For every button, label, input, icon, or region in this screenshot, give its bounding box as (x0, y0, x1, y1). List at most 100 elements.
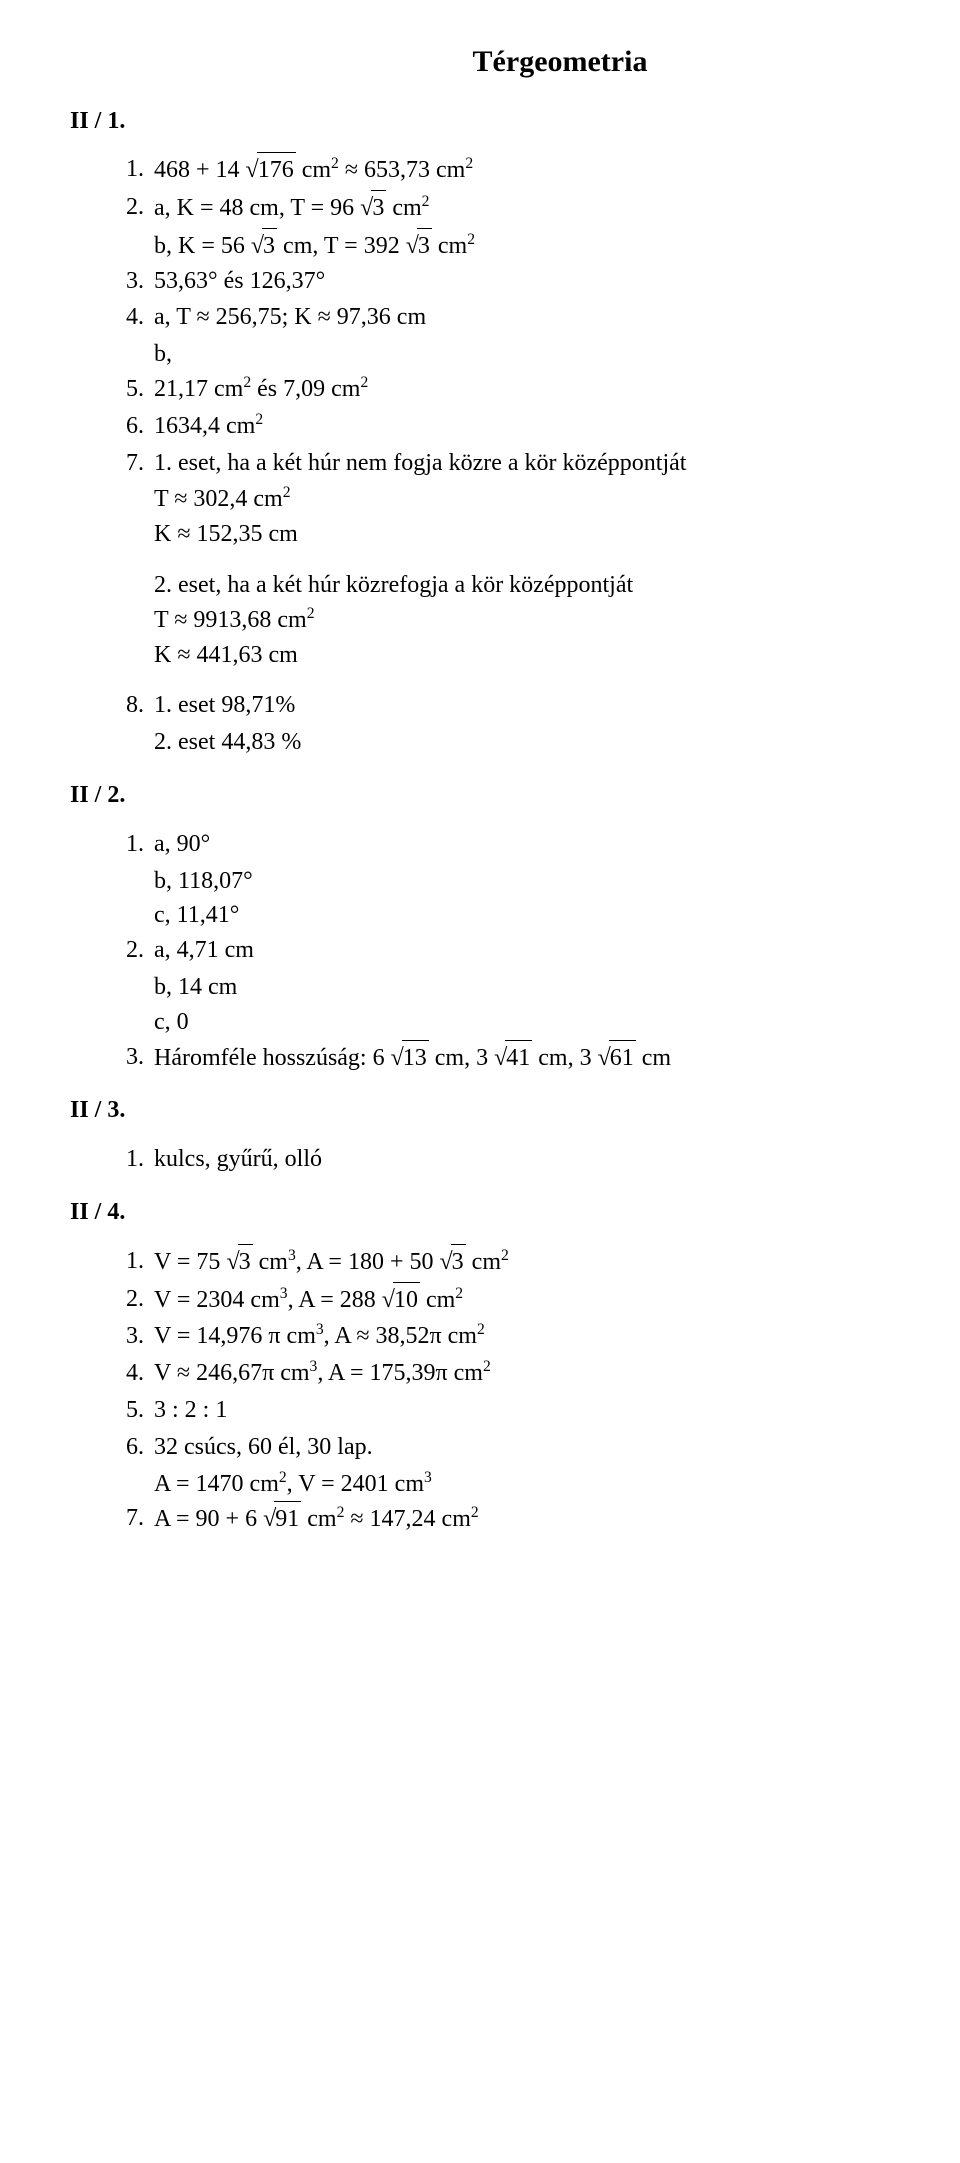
radicand: 3 (417, 228, 432, 264)
text: A = 90 + 6 (154, 1506, 257, 1532)
item-number: 2. (100, 933, 154, 968)
item-2-1b: b, 118,07° (154, 864, 900, 899)
text: , A = 180 + 50 (296, 1249, 434, 1275)
item-number: 1. (100, 1142, 154, 1177)
radicand: 3 (451, 1244, 466, 1280)
text: cm (301, 1506, 336, 1532)
radicand: 13 (402, 1040, 429, 1076)
text: cm (253, 1249, 288, 1275)
item-2-2c: c, 0 (154, 1005, 900, 1040)
item-number: 6. (100, 409, 154, 444)
item-text: a, 4,71 cm (154, 933, 900, 968)
item-1-6: 6. 1634,4 cm2 (100, 409, 900, 444)
item-text: Háromféle hosszúság: 6 √13 cm, 3 √41 cm,… (154, 1040, 900, 1076)
item-text: V = 14,976 π cm3, A ≈ 38,52π cm2 (154, 1319, 900, 1354)
item-1-8b: 2. eset 44,83 % (154, 725, 900, 760)
sup: 2 (283, 484, 291, 501)
sup: 2 (307, 605, 315, 622)
item-text: 53,63° és 126,37° (154, 264, 900, 299)
section-3-items: 1. kulcs, gyűrű, olló (100, 1142, 900, 1177)
item-1-7-l1c: K ≈ 152,35 cm (154, 517, 900, 552)
item-number: 4. (100, 1356, 154, 1391)
item-number: 3. (100, 1040, 154, 1075)
item-text: a, 90° (154, 827, 900, 862)
sup: 2 (422, 193, 430, 210)
sup: 3 (424, 1469, 432, 1486)
item-2-1c: c, 11,41° (154, 898, 900, 933)
text: és 7,09 cm (251, 376, 360, 402)
section-heading-4: II / 4. (70, 1195, 900, 1230)
text: cm, 3 (429, 1045, 488, 1071)
text: cm (466, 1249, 501, 1275)
item-number: 3. (100, 264, 154, 299)
item-1-7-case2: 2. eset, ha a két húr közrefogja a kör k… (154, 568, 900, 672)
item-number: 8. (100, 688, 154, 723)
radicand: 61 (609, 1040, 636, 1076)
text: cm, T = 392 (277, 233, 400, 259)
item-text: 1634,4 cm2 (154, 409, 900, 444)
section-heading-2: II / 2. (70, 778, 900, 813)
text: cm (636, 1045, 671, 1071)
radicand: 41 (505, 1040, 532, 1076)
text: K ≈ 441,63 cm (154, 638, 900, 673)
text: V = 75 (154, 1249, 220, 1275)
section-2-items: 1. a, 90° b, 118,07° c, 11,41° 2. a, 4,7… (100, 827, 900, 1076)
text: a, K = 48 cm, T = 96 (154, 195, 354, 221)
text: Háromféle hosszúság: 6 (154, 1045, 385, 1071)
item-4-4: 4. V ≈ 246,67π cm3, A = 175,39π cm2 (100, 1356, 900, 1391)
sup: 3 (316, 1321, 324, 1338)
item-1-7: 7. 1. eset, ha a két húr nem fogja közre… (100, 446, 900, 481)
text: b, K = 56 (154, 233, 245, 259)
sup: 2 (471, 1504, 479, 1521)
item-1-7-l1b: T ≈ 302,4 cm2 (154, 482, 900, 517)
item-number: 7. (100, 1501, 154, 1536)
radicand: 10 (393, 1282, 420, 1318)
item-number: 7. (100, 446, 154, 481)
sup: 2 (360, 374, 368, 391)
sup: 2 (483, 1358, 491, 1375)
item-text: 21,17 cm2 és 7,09 cm2 (154, 372, 900, 407)
text: T ≈ 302,4 cm (154, 486, 283, 512)
item-4-1: 1. V = 75 √3 cm3, A = 180 + 50 √3 cm2 (100, 1244, 900, 1280)
text: V = 14,976 π cm (154, 1323, 316, 1349)
item-1-5: 5. 21,17 cm2 és 7,09 cm2 (100, 372, 900, 407)
item-text: V = 2304 cm3, A = 288 √10 cm2 (154, 1282, 900, 1318)
item-1-2: 2. a, K = 48 cm, T = 96 √3 cm2 (100, 190, 900, 226)
item-1-2b: b, K = 56 √3 cm, T = 392 √3 cm2 (154, 228, 900, 264)
text: cm (432, 233, 467, 259)
sup: 2 (477, 1321, 485, 1338)
text: V ≈ 246,67π cm (154, 1360, 310, 1386)
sup: 2 (467, 231, 475, 248)
sup: 2 (255, 411, 263, 428)
text: T ≈ 9913,68 cm2 (154, 603, 900, 638)
item-number: 4. (100, 300, 154, 335)
item-text: V = 75 √3 cm3, A = 180 + 50 √3 cm2 (154, 1244, 900, 1280)
text: cm (420, 1287, 455, 1313)
text: T ≈ 9913,68 cm (154, 607, 307, 633)
item-text: a, K = 48 cm, T = 96 √3 cm2 (154, 190, 900, 226)
radicand: 3 (262, 228, 277, 264)
sqrt: √3 (251, 228, 277, 264)
sup: 2 (455, 1285, 463, 1302)
item-text: V ≈ 246,67π cm3, A = 175,39π cm2 (154, 1356, 900, 1391)
item-number: 6. (100, 1430, 154, 1465)
item-4-6b: A = 1470 cm2, V = 2401 cm3 (154, 1467, 900, 1502)
sqrt: √3 (440, 1244, 466, 1280)
sqrt: √3 (360, 190, 386, 226)
text: cm (386, 195, 421, 221)
text: , A ≈ 38,52π cm (324, 1323, 477, 1349)
page-title: Térgeometria (220, 40, 900, 84)
sup: 3 (288, 1247, 296, 1264)
item-text: 468 + 14 √176 cm2 ≈ 653,73 cm2 (154, 152, 900, 188)
section-heading-3: II / 3. (70, 1093, 900, 1128)
item-4-2: 2. V = 2304 cm3, A = 288 √10 cm2 (100, 1282, 900, 1318)
item-1-4: 4. a, T ≈ 256,75; K ≈ 97,36 cm (100, 300, 900, 335)
item-2-3: 3. Háromféle hosszúság: 6 √13 cm, 3 √41 … (100, 1040, 900, 1076)
text: V = 2304 cm (154, 1287, 280, 1313)
item-1-4b: b, (154, 337, 900, 372)
text: ≈ 653,73 cm (339, 157, 466, 183)
item-number: 2. (100, 1282, 154, 1317)
item-3-1: 1. kulcs, gyűrű, olló (100, 1142, 900, 1177)
item-number: 1. (100, 152, 154, 187)
section-heading-1: II / 1. (70, 104, 900, 139)
